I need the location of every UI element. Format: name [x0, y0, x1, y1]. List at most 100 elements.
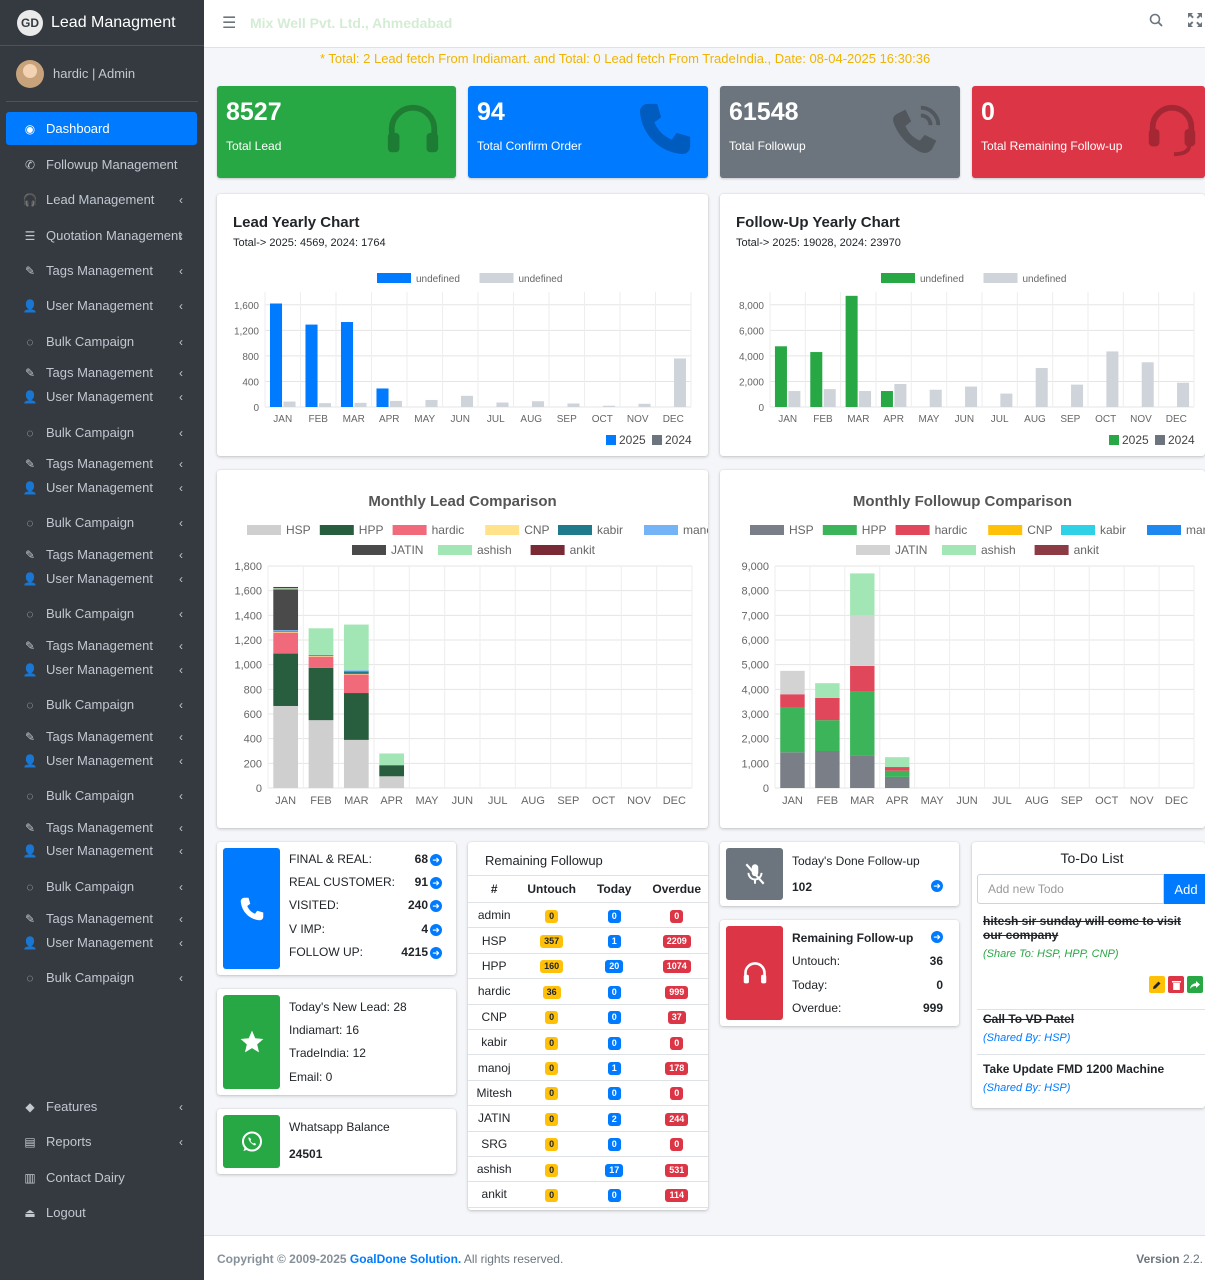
bar[interactable]	[929, 389, 942, 407]
sidebar-item-user-management[interactable]: 👤 User Management ‹	[6, 744, 197, 777]
delete-icon[interactable]	[1168, 976, 1184, 993]
bar-segment[interactable]	[850, 691, 875, 756]
legend-label[interactable]: hardic	[935, 523, 968, 537]
today-badge[interactable]: 0	[607, 909, 621, 923]
legend-label[interactable]: manoj	[683, 523, 708, 537]
sidebar-item-bulk-campaign[interactable]: ◌ Bulk Campaign ‹	[6, 506, 197, 539]
legend-label[interactable]: 2025	[1122, 433, 1149, 447]
bar-segment[interactable]	[273, 705, 299, 788]
untouch-badge[interactable]: 36	[542, 985, 561, 999]
bar[interactable]	[531, 401, 545, 407]
bar-segment[interactable]	[308, 654, 334, 656]
untouch-badge[interactable]: 0	[545, 1163, 559, 1177]
bar-segment[interactable]	[379, 765, 405, 777]
stat-total-remaining-followup[interactable]: 0 Total Remaining Follow-up	[972, 86, 1205, 178]
overdue-badge[interactable]: 1074	[662, 960, 691, 974]
bar-segment[interactable]	[815, 720, 840, 751]
overdue-badge[interactable]: 0	[670, 1138, 684, 1152]
bar[interactable]	[496, 402, 509, 407]
bar-segment[interactable]	[815, 683, 840, 698]
table-row[interactable]: Mitesh 0 0 0	[468, 1080, 708, 1107]
bar-segment[interactable]	[273, 631, 299, 632]
bar-segment[interactable]	[884, 757, 910, 768]
legend-label[interactable]: JATIN	[391, 543, 423, 557]
legend-label[interactable]: HSP	[286, 523, 311, 537]
bar-segment[interactable]	[780, 670, 805, 695]
sidebar-item-features[interactable]: ◆ Features ‹	[6, 1090, 197, 1123]
bar-segment[interactable]	[273, 630, 299, 632]
bar[interactable]	[283, 401, 296, 407]
bar-segment[interactable]	[343, 624, 369, 671]
legend-label[interactable]: 2025	[619, 433, 646, 447]
overdue-badge[interactable]: 531	[665, 1163, 689, 1177]
sidebar-item-user-management[interactable]: 👤 User Management ‹	[6, 380, 197, 413]
arrow-right-icon[interactable]: ➜	[430, 854, 442, 866]
untouch-badge[interactable]: 0	[545, 1112, 559, 1126]
bar-segment[interactable]	[308, 667, 334, 721]
bar[interactable]	[1177, 382, 1190, 407]
bar[interactable]	[1071, 384, 1084, 407]
table-row[interactable]: manoj 0 1 178	[468, 1054, 708, 1081]
sidebar-item-quotation-management[interactable]: ☰ Quotation Management ‹	[6, 219, 197, 252]
sidebar-item-logout[interactable]: ⏏ Logout	[6, 1196, 197, 1229]
sidebar-item-bulk-campaign[interactable]: ◌ Bulk Campaign ‹	[6, 779, 197, 812]
sidebar-item-user-management[interactable]: 👤 User Management ‹	[6, 562, 197, 595]
legend-label[interactable]: undefined	[920, 274, 964, 285]
today-badge[interactable]: 17	[605, 1163, 624, 1177]
bar-segment[interactable]	[273, 632, 299, 654]
sidebar-item-bulk-campaign[interactable]: ◌ Bulk Campaign ‹	[6, 325, 197, 358]
legend-label[interactable]: HPP	[862, 523, 887, 537]
todo-item[interactable]: Take Update FMD 1200 Machine (Shared By:…	[977, 1062, 1205, 1106]
sidebar-item-bulk-campaign[interactable]: ◌ Bulk Campaign ‹	[6, 416, 197, 449]
arrow-right-icon[interactable]: ➜	[931, 931, 943, 943]
todo-item[interactable]: Call To VD Patel (Shared By: HSP)	[977, 1012, 1205, 1055]
bar-segment[interactable]	[273, 588, 299, 590]
sidebar-item-bulk-campaign[interactable]: ◌ Bulk Campaign ‹	[6, 870, 197, 903]
bar-segment[interactable]	[308, 656, 334, 668]
untouch-badge[interactable]: 0	[545, 1011, 559, 1025]
untouch-badge[interactable]: 0	[545, 909, 559, 923]
bar[interactable]	[880, 391, 893, 407]
sidebar-item-user-management[interactable]: 👤 User Management ‹	[6, 834, 197, 867]
bar-segment[interactable]	[343, 674, 369, 694]
sidebar-item-tags-management[interactable]: ✎ Tags Management ‹	[6, 254, 197, 287]
today-badge[interactable]: 2	[607, 1112, 621, 1126]
bar[interactable]	[1000, 393, 1013, 407]
today-badge[interactable]: 0	[607, 1087, 621, 1101]
arrow-right-icon[interactable]: ➜	[430, 924, 442, 936]
bar[interactable]	[1141, 362, 1154, 407]
bar[interactable]	[774, 346, 787, 407]
bar[interactable]	[602, 405, 616, 407]
legend-label[interactable]: HSP	[789, 523, 814, 537]
sidebar-item-tags-management[interactable]: ✎ Tags Management ‹	[6, 447, 197, 480]
today-badge[interactable]: 0	[607, 1138, 621, 1152]
legend-label[interactable]: undefined	[519, 274, 563, 285]
sidebar-item-reports[interactable]: ▤ Reports ‹	[6, 1125, 197, 1158]
legend-label[interactable]: CNP	[524, 523, 549, 537]
bar[interactable]	[340, 322, 354, 407]
bar[interactable]	[1106, 351, 1119, 407]
stat-total-lead[interactable]: 8527 Total Lead	[217, 86, 456, 178]
table-row[interactable]: HSP 357 1 2209	[468, 927, 708, 954]
bar-segment[interactable]	[308, 628, 334, 655]
table-row[interactable]: CNP 0 0 37	[468, 1004, 708, 1030]
legend-label[interactable]: ankit	[570, 543, 596, 557]
arrow-right-icon[interactable]: ➜	[430, 900, 442, 912]
sidebar-item-tags-management[interactable]: ✎ Tags Management ‹	[6, 902, 197, 935]
stat-total-confirm-order[interactable]: 94 Total Confirm Order	[468, 86, 708, 178]
legend-label[interactable]: JATIN	[895, 543, 927, 557]
table-row[interactable]: admin 0 0 0	[468, 902, 708, 929]
table-row[interactable]: ashish 0 17 531	[468, 1156, 708, 1183]
bar[interactable]	[965, 386, 978, 407]
legend-label[interactable]: ashish	[477, 543, 512, 557]
today-badge[interactable]: 0	[607, 1011, 621, 1025]
legend-label[interactable]: manoj	[1186, 523, 1205, 537]
sidebar-item-dashboard[interactable]: ◉ Dashboard	[6, 112, 197, 145]
bar-segment[interactable]	[884, 767, 910, 771]
untouch-badge[interactable]: 160	[540, 960, 564, 974]
bar[interactable]	[389, 400, 403, 407]
bar-segment[interactable]	[850, 615, 875, 666]
bar-segment[interactable]	[343, 670, 369, 672]
legend-label[interactable]: hardic	[432, 523, 465, 537]
sidebar-item-bulk-campaign[interactable]: ◌ Bulk Campaign ‹	[6, 961, 197, 994]
